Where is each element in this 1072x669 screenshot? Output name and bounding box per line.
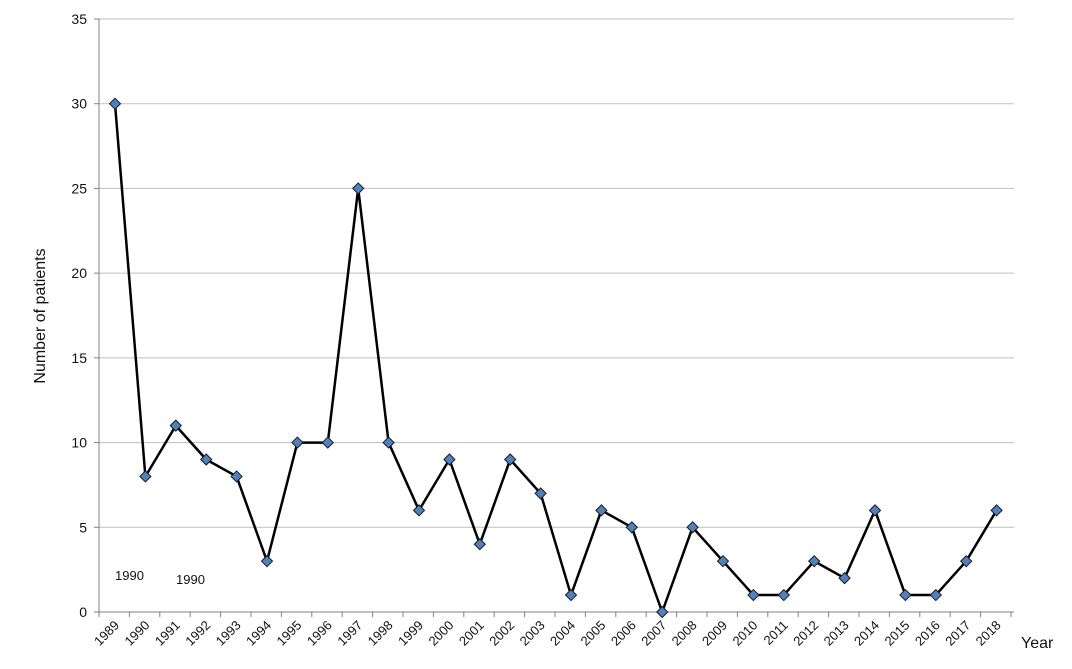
x-tick-label: 1994 — [243, 618, 274, 649]
y-tick-label: 15 — [71, 350, 87, 366]
x-tick-label: 2013 — [821, 618, 852, 649]
axes — [94, 18, 1014, 617]
data-point — [899, 588, 912, 602]
data-point — [929, 588, 943, 602]
y-tick-label: 20 — [71, 265, 87, 281]
data-point — [534, 487, 547, 500]
x-tick-label: 2001 — [456, 618, 487, 649]
data-point — [351, 182, 365, 195]
x-tick-label: 1992 — [182, 618, 213, 649]
data-point — [807, 554, 821, 568]
gridlines — [99, 18, 1014, 528]
x-tick-label: 2018 — [973, 618, 1004, 649]
x-tick-label: 1990 — [121, 618, 152, 649]
data-point — [199, 453, 213, 466]
data-point — [838, 571, 851, 585]
x-tick-label: 2011 — [761, 618, 791, 648]
x-tick-label: 1989 — [91, 618, 122, 649]
data-points — [108, 97, 1003, 619]
x-tick-label: 1995 — [273, 618, 304, 649]
data-point — [230, 470, 243, 483]
data-point — [139, 470, 152, 483]
x-tick-label: 2016 — [912, 618, 943, 649]
x-tick-label: 2014 — [851, 618, 882, 649]
data-point — [564, 588, 578, 602]
data-point — [595, 504, 608, 517]
x-tick-label: 1991 — [152, 618, 183, 649]
data-point — [868, 504, 882, 517]
x-tick-label: 2003 — [517, 618, 548, 649]
x-tick-label: 2007 — [638, 618, 669, 649]
data-point — [625, 521, 639, 534]
data-point — [443, 453, 456, 466]
data-point — [655, 605, 669, 619]
y-tick-labels: 0 5 10 15 20 25 30 35 — [71, 11, 87, 620]
data-point — [321, 436, 335, 449]
x-axis-label: Year — [1021, 635, 1054, 652]
x-tick-label: 1999 — [395, 618, 426, 649]
data-point — [503, 453, 517, 466]
y-tick-label: 30 — [71, 96, 87, 112]
x-tick-label: 1998 — [365, 618, 396, 649]
annotation-label: 1990 — [115, 568, 144, 583]
y-tick-label: 5 — [79, 519, 87, 535]
x-tick-label: 2002 — [486, 618, 517, 649]
x-tick-label: 2000 — [425, 618, 456, 649]
x-tick-label: 2005 — [577, 618, 608, 649]
x-tick-label: 1997 — [334, 618, 365, 649]
data-point — [959, 554, 973, 568]
annotation-label: 1990 — [176, 572, 205, 587]
x-tick-label: 1993 — [213, 618, 244, 649]
y-tick-label: 35 — [71, 11, 87, 27]
x-tick-label: 2008 — [669, 618, 700, 649]
data-point — [990, 504, 1003, 517]
y-tick-label: 10 — [71, 435, 87, 451]
data-point — [291, 436, 304, 449]
y-tick-label: 25 — [71, 180, 87, 196]
data-point — [108, 97, 122, 110]
x-tick-label: 2006 — [608, 618, 639, 649]
series-line — [113, 103, 998, 614]
data-point — [260, 554, 274, 568]
data-point — [169, 419, 183, 432]
data-point — [686, 521, 699, 534]
y-tick-label: 0 — [79, 604, 87, 620]
x-tick-labels: 1989 1990 1991 1992 1993 1994 1995 1996 1997 1998… — [91, 618, 1004, 649]
x-tick-label: 1996 — [304, 618, 335, 649]
series — [113, 103, 998, 614]
data-point — [777, 588, 791, 602]
data-point — [412, 504, 426, 517]
x-tick-label: 2010 — [729, 618, 760, 649]
x-tick-label: 2015 — [881, 618, 912, 649]
data-point — [382, 436, 395, 449]
y-axis-label: Number of patients — [32, 248, 49, 383]
data-point — [473, 538, 487, 551]
data-point — [716, 554, 730, 568]
x-tick-label: 2004 — [547, 618, 578, 649]
x-tick-label: 2017 — [942, 618, 973, 649]
x-tick-label: 2012 — [790, 618, 821, 649]
x-tick-label: 2009 — [699, 618, 730, 649]
data-point — [747, 588, 760, 602]
